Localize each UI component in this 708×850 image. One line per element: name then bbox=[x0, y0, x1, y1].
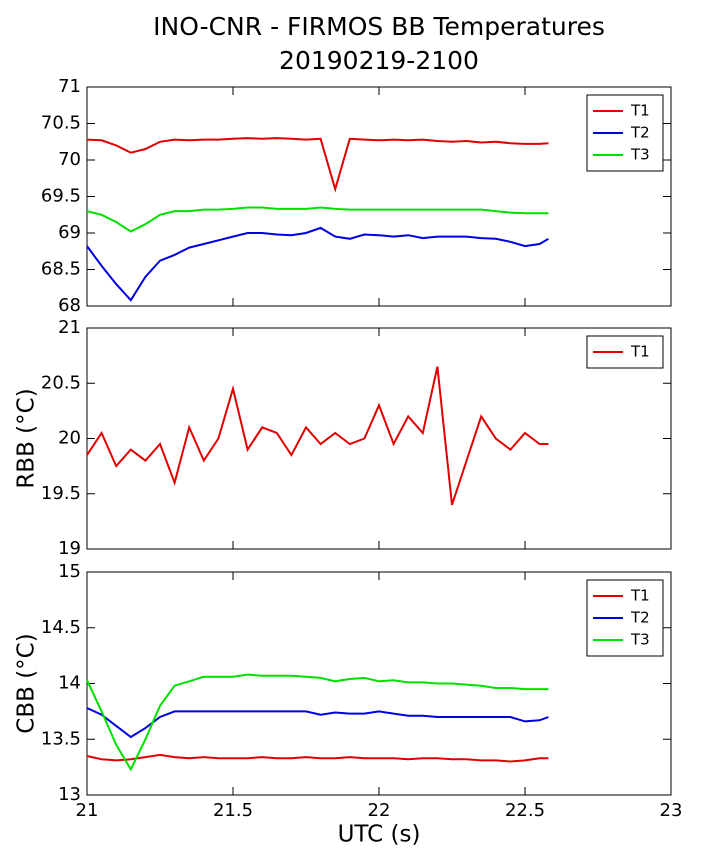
x-tick-label: 23 bbox=[660, 800, 683, 821]
series-line bbox=[86, 673, 549, 772]
series-line bbox=[86, 206, 549, 233]
series-line bbox=[86, 137, 549, 193]
y-tick-label: 68 bbox=[58, 295, 81, 316]
y-tick-label: 69 bbox=[58, 222, 81, 243]
legend-label: T3 bbox=[630, 146, 650, 164]
x-axis-label: UTC (s) bbox=[338, 822, 421, 848]
y-tick-label: 19 bbox=[58, 538, 81, 559]
plot-frame bbox=[86, 327, 672, 550]
y-tick-label: 13.5 bbox=[41, 728, 81, 749]
x-tick-label: 21.5 bbox=[213, 800, 253, 821]
y-tick-label: 21 bbox=[58, 317, 81, 338]
x-tick-label: 22 bbox=[368, 800, 391, 821]
series-line bbox=[86, 366, 549, 506]
plot-frame bbox=[86, 571, 672, 796]
y-axis-label: RBB (°C) bbox=[14, 388, 40, 488]
chart-title: INO-CNR - FIRMOS BB Temperatures bbox=[153, 12, 605, 41]
y-tick-label: 13 bbox=[58, 784, 81, 805]
legend-label: T1 bbox=[630, 343, 650, 361]
y-tick-label: 70.5 bbox=[41, 113, 81, 134]
series-line bbox=[86, 753, 549, 763]
x-tick-label: 22.5 bbox=[505, 800, 545, 821]
x-tick-label: 21 bbox=[76, 800, 99, 821]
y-tick-label: 15 bbox=[58, 561, 81, 582]
legend-label: T1 bbox=[630, 587, 650, 605]
legend-label: T3 bbox=[630, 631, 650, 649]
legend-label: T1 bbox=[630, 102, 650, 120]
y-tick-label: 20 bbox=[58, 428, 81, 449]
y-tick-label: 19.5 bbox=[41, 483, 81, 504]
y-tick-label: 68.5 bbox=[41, 259, 81, 280]
plot-frame bbox=[86, 86, 672, 307]
y-tick-label: 20.5 bbox=[41, 372, 81, 393]
y-tick-label: 69.5 bbox=[41, 186, 81, 207]
chart-subtitle: 20190219-2100 bbox=[279, 46, 479, 75]
y-tick-label: 71 bbox=[58, 76, 81, 97]
y-axis-label: CBB (°C) bbox=[14, 633, 40, 733]
series-line bbox=[86, 226, 549, 302]
legend-label: T2 bbox=[630, 124, 650, 142]
y-tick-label: 14.5 bbox=[41, 617, 81, 638]
y-tick-label: 70 bbox=[58, 149, 81, 170]
legend-label: T2 bbox=[630, 609, 650, 627]
series-line bbox=[86, 707, 549, 739]
y-tick-label: 14 bbox=[58, 673, 81, 694]
